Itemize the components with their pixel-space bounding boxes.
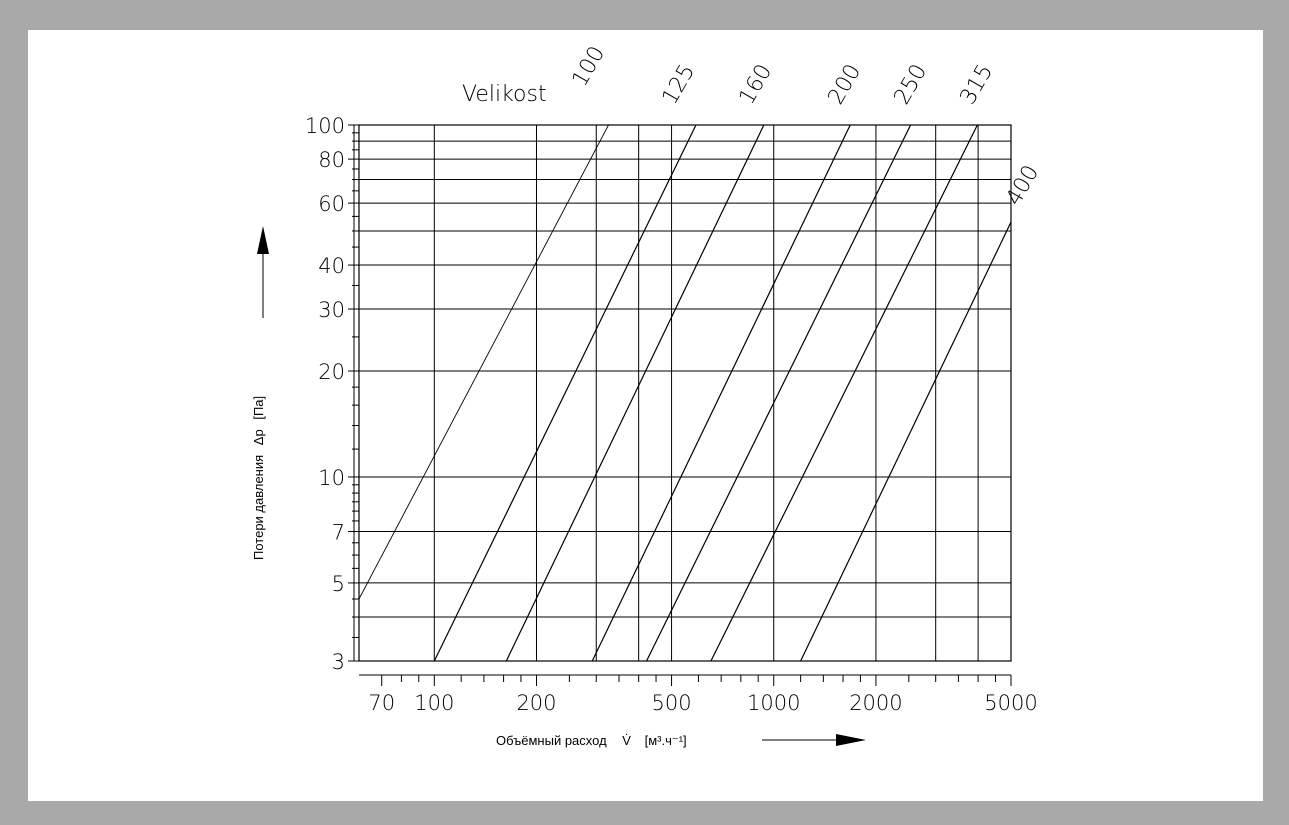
x-axis-unit: [м³.ч⁻¹] (645, 733, 687, 748)
plot-border (358, 124, 1012, 662)
x-tick-label: 5000 (984, 691, 1037, 715)
y-tick-label: 7 (332, 520, 345, 544)
velikost-title: Velikost (462, 82, 547, 107)
axis-layer (348, 124, 1012, 686)
chart-frame (28, 30, 1263, 801)
series-label-160: 160 (735, 60, 778, 109)
x-axis-symbol: V̇ (622, 733, 631, 748)
y-axis-symbol: Δp (251, 429, 266, 445)
y-axis-arrow (257, 226, 269, 318)
x-tick-label: 2000 (849, 691, 902, 715)
y-axis-unit: [Па] (251, 396, 266, 420)
x-tick-label: 500 (652, 691, 692, 715)
series-line-315 (710, 124, 978, 662)
x-axis-title: Объёмный расход V̇ [м³.ч⁻¹] (496, 733, 687, 748)
series-layer (358, 124, 1012, 662)
y-tick-label: 40 (318, 254, 345, 278)
series-label-100: 100 (568, 42, 611, 91)
svg-text:Потери давления Δp: Потери давления Δp [Па] (251, 396, 266, 560)
x-tick-label: 70 (368, 691, 395, 715)
x-tick-label: 200 (516, 691, 556, 715)
grid-layer (358, 124, 1012, 662)
y-tick-label: 5 (332, 572, 345, 596)
series-line-200 (591, 124, 851, 662)
y-axis-label: Потери давления (251, 455, 266, 560)
y-tick-label: 10 (318, 466, 345, 490)
x-tick-label: 100 (414, 691, 454, 715)
series-line-100 (358, 124, 609, 600)
label-layer: 70 100 200 500 1000 2000 5000 100 80 60 40 30 20 10 7 5… (305, 42, 1044, 715)
x-axis-label: Объёмный расход (496, 733, 607, 748)
y-axis-title: Потери давления Δp [Па] (251, 396, 266, 560)
series-line-125 (433, 124, 697, 662)
series-line-160 (505, 124, 765, 662)
y-tick-label: 20 (318, 360, 345, 384)
y-tick-label: 100 (305, 114, 345, 138)
series-label-315: 315 (956, 60, 999, 109)
series-label-125: 125 (658, 60, 701, 109)
y-tick-label: 30 (318, 298, 345, 322)
x-axis-arrow (762, 734, 866, 746)
x-tick-label: 1000 (747, 691, 800, 715)
series-line-250 (646, 124, 912, 662)
y-tick-label: 3 (332, 650, 345, 674)
y-tick-label: 60 (318, 192, 345, 216)
series-line-400 (800, 221, 1012, 662)
y-tick-label: 80 (318, 148, 345, 172)
series-label-200: 200 (824, 60, 867, 109)
series-label-250: 250 (890, 60, 933, 109)
